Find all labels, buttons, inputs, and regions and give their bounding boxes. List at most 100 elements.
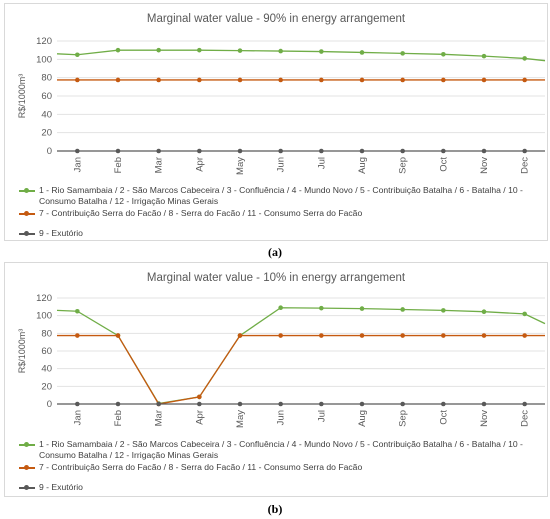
data-point-2-may bbox=[237, 333, 243, 338]
data-point-2-oct bbox=[441, 333, 446, 338]
x-tick-label-dec: Dec bbox=[520, 157, 531, 174]
x-tick-label-mar: Mar bbox=[154, 410, 165, 426]
legend-label: 7 - Contribuição Serra do Facão / 8 - Se… bbox=[39, 462, 363, 472]
data-point-3-jan bbox=[75, 401, 80, 407]
data-point-3-may bbox=[237, 148, 243, 154]
y-tick-label: 60 bbox=[41, 91, 52, 102]
data-point-3-jun bbox=[278, 148, 283, 154]
y-tick-label: 80 bbox=[41, 73, 52, 84]
chart-panel-b: Marginal water value - 10% in energy arr… bbox=[4, 262, 548, 497]
data-point-1-nov bbox=[481, 309, 487, 314]
chart-title: Marginal water value - 90% in energy arr… bbox=[146, 13, 406, 25]
x-tick-label-oct: Oct bbox=[438, 410, 449, 425]
chart-title: Marginal water value - 10% in energy arr… bbox=[146, 272, 406, 284]
y-tick-label: 60 bbox=[41, 346, 52, 357]
data-point-2-jul bbox=[319, 333, 324, 338]
legend-swatch bbox=[19, 208, 35, 219]
x-tick-label-may: May bbox=[235, 410, 246, 428]
data-point-2-jul bbox=[319, 77, 324, 83]
line-chart-b: 0 20 40 60 80 100 120 R$/1000m³ Jan Feb Mar Apr May J… bbox=[17, 293, 546, 428]
data-point-1-aug bbox=[359, 50, 365, 55]
legend-entry-1: 1 - Rio Samambaia / 2 - São Marcos Cabec… bbox=[19, 185, 541, 207]
y-tick-label: 80 bbox=[41, 328, 52, 339]
legend-entry-3: 9 - Exutório bbox=[19, 228, 541, 239]
y-axis-label: R$/1000m³ bbox=[17, 74, 27, 119]
x-tick-label-aug: Aug bbox=[357, 157, 368, 174]
legend-label: 1 - Rio Samambaia / 2 - São Marcos Cabec… bbox=[39, 439, 523, 460]
legend-label: 1 - Rio Samambaia / 2 - São Marcos Cabec… bbox=[39, 185, 523, 206]
line-chart-a: 0 20 40 60 80 100 120 R$/1000m³ Jan Feb Mar Apr May J… bbox=[17, 36, 546, 175]
x-tick-label-nov: Nov bbox=[479, 157, 490, 174]
data-point-2-dec bbox=[522, 333, 527, 338]
legend-swatch bbox=[19, 482, 35, 493]
data-point-3-nov bbox=[481, 401, 487, 407]
legend-swatch bbox=[19, 462, 35, 473]
x-tick-label-feb: Feb bbox=[113, 410, 124, 426]
x-tick-label-aug: Aug bbox=[357, 410, 368, 427]
data-point-1-may bbox=[237, 48, 243, 53]
x-tick-label-mar: Mar bbox=[154, 157, 165, 173]
y-tick-label: 120 bbox=[36, 36, 52, 47]
data-point-1-jun bbox=[278, 305, 283, 311]
data-point-2-feb bbox=[115, 333, 121, 338]
x-tick-label-sep: Sep bbox=[398, 157, 409, 174]
data-point-1-jan bbox=[75, 308, 80, 314]
x-tick-label-dec: Dec bbox=[520, 410, 531, 427]
legend-entry-1: 1 - Rio Samambaia / 2 - São Marcos Cabec… bbox=[19, 439, 541, 461]
data-point-2-jan bbox=[75, 333, 80, 338]
data-point-3-feb bbox=[115, 401, 121, 407]
data-point-1-apr bbox=[197, 47, 202, 53]
data-point-1-jan bbox=[75, 52, 80, 58]
data-point-3-feb bbox=[115, 148, 121, 154]
data-point-1-dec bbox=[522, 56, 527, 61]
data-point-1-jul bbox=[319, 49, 324, 54]
data-point-3-sep bbox=[400, 148, 405, 154]
data-point-2-feb bbox=[115, 77, 121, 83]
x-tick-label-jun: Jun bbox=[276, 157, 287, 172]
series-line-2 bbox=[57, 334, 545, 405]
legend-entry-2: 7 - Contribuição Serra do Facão / 8 - Se… bbox=[19, 208, 541, 219]
data-point-3-oct bbox=[441, 148, 446, 154]
series-line-1 bbox=[56, 49, 546, 62]
data-point-1-jul bbox=[319, 305, 324, 311]
data-point-1-dec bbox=[522, 311, 527, 317]
legend-label: 9 - Exutório bbox=[39, 228, 83, 238]
chart-panel-a: Marginal water value - 90% in energy arr… bbox=[4, 3, 548, 241]
data-point-3-jul bbox=[319, 401, 324, 407]
data-point-2-oct bbox=[441, 77, 446, 83]
data-point-3-mar bbox=[156, 148, 161, 154]
y-tick-label: 100 bbox=[36, 311, 52, 322]
data-point-3-aug bbox=[359, 148, 365, 154]
data-point-2-nov bbox=[481, 333, 487, 338]
data-point-3-dec bbox=[522, 401, 527, 407]
data-point-3-sep bbox=[400, 401, 405, 407]
legend-swatch bbox=[19, 439, 35, 450]
data-point-3-dec bbox=[522, 148, 527, 154]
data-point-1-mar bbox=[156, 47, 161, 53]
data-point-2-apr bbox=[197, 77, 202, 83]
legend-swatch bbox=[19, 228, 35, 239]
y-tick-label: 0 bbox=[47, 146, 52, 157]
data-point-2-nov bbox=[481, 77, 487, 83]
data-point-3-apr bbox=[197, 148, 202, 154]
chart-legend-a: 1 - Rio Samambaia / 2 - São Marcos Cabec… bbox=[19, 185, 541, 248]
data-point-3-jul bbox=[319, 148, 324, 154]
subfigure-label-a: (a) bbox=[268, 245, 282, 259]
x-tick-label-apr: Apr bbox=[194, 157, 205, 172]
x-tick-label-oct: Oct bbox=[438, 157, 449, 172]
y-tick-label: 100 bbox=[36, 54, 52, 65]
data-point-2-dec bbox=[522, 77, 527, 83]
data-point-1-oct bbox=[441, 308, 446, 313]
y-axis-label: R$/1000m³ bbox=[17, 329, 27, 374]
x-tick-label-nov: Nov bbox=[479, 410, 490, 427]
x-tick-label-apr: Apr bbox=[194, 410, 205, 425]
y-tick-label: 20 bbox=[41, 128, 52, 139]
y-tick-label: 0 bbox=[47, 399, 52, 410]
y-tick-label: 40 bbox=[41, 109, 52, 120]
data-point-2-aug bbox=[359, 333, 365, 338]
data-point-2-apr bbox=[197, 394, 202, 400]
data-point-2-may bbox=[237, 77, 243, 83]
data-point-3-jun bbox=[278, 401, 283, 407]
legend-label: 7 - Contribuição Serra do Facão / 8 - Se… bbox=[39, 208, 363, 218]
data-point-2-sep bbox=[400, 333, 405, 338]
